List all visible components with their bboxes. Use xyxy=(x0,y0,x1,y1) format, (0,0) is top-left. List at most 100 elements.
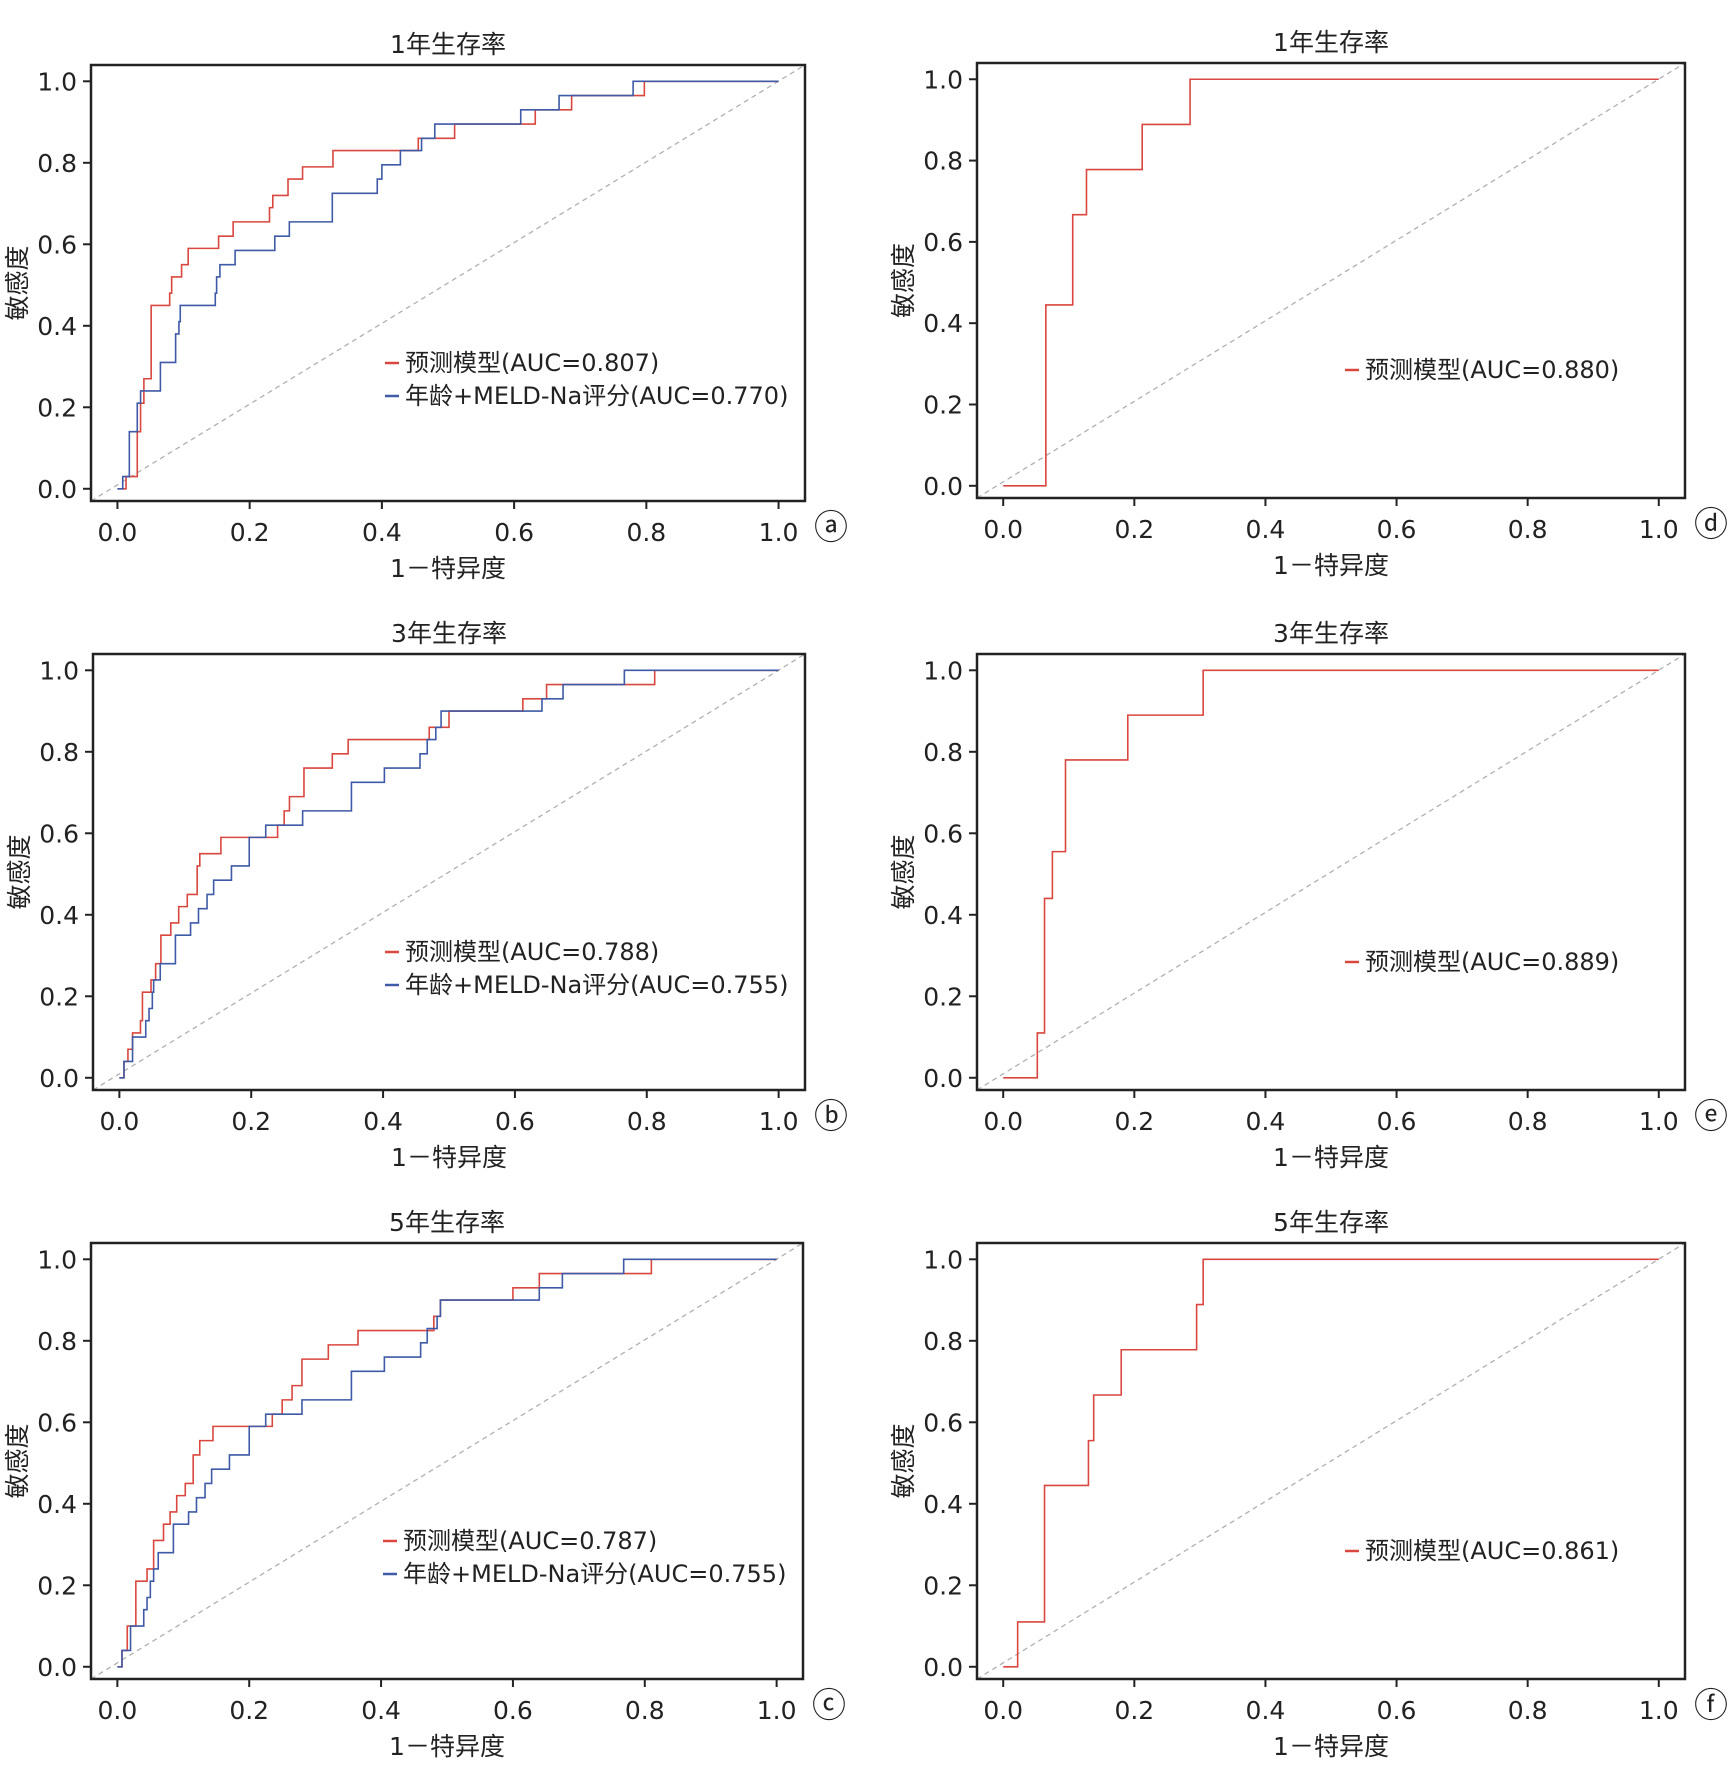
legend: 预测模型(AUC=0.889) xyxy=(1345,948,1619,976)
roc-panel-a: 1年生存率 0.0 0.2 0.4 0.6 0.8 1.0 0.0 0.2 0.4 0.6 0.8 1.… xyxy=(3,30,848,583)
x-axis-label: 1－特异度 xyxy=(389,1732,505,1761)
y-tick-label: 0.6 xyxy=(39,819,79,848)
roc-panel-d: 1年生存率 0.0 0.2 0.4 0.6 0.8 1.0 0.0 0.2 0.4 0.6 0.8 1.… xyxy=(889,28,1728,580)
roc-curve-meld xyxy=(117,1258,777,1668)
y-axis-label: 敏感度 xyxy=(889,834,918,909)
diagonal-reference-line xyxy=(90,64,806,502)
y-axis-label: 敏感度 xyxy=(5,834,34,909)
x-tick-label: 0.4 xyxy=(1246,1107,1286,1136)
x-axis-label: 1－特异度 xyxy=(1273,551,1389,580)
x-axis-label: 1－特异度 xyxy=(1273,1732,1389,1761)
y-axis-label: 敏感度 xyxy=(889,1423,918,1498)
panel-title: 1年生存率 xyxy=(1273,28,1389,57)
x-tick-label: 0.8 xyxy=(1508,1107,1548,1136)
x-tick-label: 0.6 xyxy=(1377,1107,1417,1136)
y-tick-label: 0.8 xyxy=(37,1327,77,1356)
legend-entry: 预测模型(AUC=0.807) xyxy=(405,349,659,377)
roc-curve-meld xyxy=(119,669,779,1079)
y-axis-label: 敏感度 xyxy=(3,245,32,320)
y-tick-label: 0.2 xyxy=(923,390,963,419)
y-tick-label: 0.6 xyxy=(37,1408,77,1437)
legend-entry: 预测模型(AUC=0.787) xyxy=(403,1527,657,1555)
y-tick-label: 0.0 xyxy=(923,1064,963,1093)
diagonal-reference-line xyxy=(92,653,806,1091)
y-axis-label: 敏感度 xyxy=(889,243,918,318)
y-tick-label: 0.4 xyxy=(923,309,963,338)
x-tick-label: 0.4 xyxy=(1246,1696,1286,1725)
y-axis-label: 敏感度 xyxy=(3,1423,32,1498)
y-tick-label: 0.0 xyxy=(37,1653,77,1682)
x-tick-label: 1.0 xyxy=(1639,1107,1679,1136)
y-tick-label: 0.6 xyxy=(37,230,77,259)
x-tick-label: 0.8 xyxy=(627,1107,667,1136)
diagonal-reference-line xyxy=(976,653,1686,1091)
x-tick-label: 0.6 xyxy=(493,1696,533,1725)
x-tick-label: 1.0 xyxy=(757,1696,797,1725)
y-tick-label: 1.0 xyxy=(923,1245,963,1274)
panel-title: 3年生存率 xyxy=(1273,619,1389,648)
x-tick-label: 0.2 xyxy=(230,518,270,547)
x-tick-label: 0.8 xyxy=(625,1696,665,1725)
plot-frame xyxy=(975,652,1687,1092)
y-tick-label: 1.0 xyxy=(39,656,79,685)
y-tick-label: 0.2 xyxy=(923,982,963,1011)
y-tick-label: 0.6 xyxy=(923,819,963,848)
legend-entry: 预测模型(AUC=0.788) xyxy=(405,938,659,966)
x-tick-label: 0.0 xyxy=(98,518,138,547)
y-tick-label: 1.0 xyxy=(37,67,77,96)
x-tick-label: 0.6 xyxy=(495,1107,535,1136)
panel-letter: ⓕ xyxy=(1694,1686,1728,1726)
legend: 预测模型(AUC=0.788) 年龄+MELD-Na评分(AUC=0.755) xyxy=(385,938,788,999)
x-tick-label: 0.2 xyxy=(229,1696,269,1725)
panel-letter: ⓑ xyxy=(814,1097,848,1137)
legend: 预测模型(AUC=0.787) 年龄+MELD-Na评分(AUC=0.755) xyxy=(383,1527,786,1588)
x-tick-label: 1.0 xyxy=(759,1107,799,1136)
y-tick-label: 0.6 xyxy=(923,228,963,257)
y-tick-label: 0.4 xyxy=(923,1490,963,1519)
diagonal-reference-line xyxy=(90,1242,804,1680)
y-tick-label: 0.2 xyxy=(923,1571,963,1600)
y-tick-label: 0.4 xyxy=(37,1490,77,1519)
y-tick-label: 0.8 xyxy=(923,738,963,767)
panel-letter: ⓓ xyxy=(1694,505,1728,545)
y-tick-label: 0.2 xyxy=(37,1571,77,1600)
y-tick-label: 0.0 xyxy=(39,1064,79,1093)
y-tick-label: 0.4 xyxy=(37,312,77,341)
x-tick-label: 0.8 xyxy=(1508,1696,1548,1725)
plot-frame xyxy=(975,1241,1687,1681)
plot-frame xyxy=(975,61,1687,500)
x-tick-label: 0.4 xyxy=(363,1107,403,1136)
roc-panel-e: 3年生存率 0.0 0.2 0.4 0.6 0.8 1.0 0.0 0.2 0.4 0.6 0.8 1.… xyxy=(889,619,1728,1172)
x-tick-label: 0.0 xyxy=(983,515,1023,544)
panel-letter: ⓐ xyxy=(814,508,848,548)
x-tick-label: 0.6 xyxy=(494,518,534,547)
legend-entry: 年龄+MELD-Na评分(AUC=0.755) xyxy=(403,1560,786,1588)
y-tick-label: 0.0 xyxy=(923,1653,963,1682)
legend-entry: 预测模型(AUC=0.861) xyxy=(1365,1537,1619,1565)
y-tick-label: 0.8 xyxy=(37,149,77,178)
panel-letter: ⓒ xyxy=(812,1686,846,1726)
plot-frame xyxy=(89,63,807,503)
legend: 预测模型(AUC=0.807) 年龄+MELD-Na评分(AUC=0.770) xyxy=(385,349,788,410)
legend: 预测模型(AUC=0.861) xyxy=(1345,1537,1619,1565)
roc-curve-model xyxy=(1003,1258,1659,1668)
roc-panel-f: 5年生存率 0.0 0.2 0.4 0.6 0.8 1.0 0.0 0.2 0.4 0.6 0.8 1.… xyxy=(889,1208,1728,1761)
x-tick-label: 0.8 xyxy=(626,518,666,547)
x-tick-label: 0.2 xyxy=(1114,1696,1154,1725)
y-tick-label: 0.4 xyxy=(39,901,79,930)
x-tick-label: 0.0 xyxy=(983,1107,1023,1136)
roc-curve-meld xyxy=(117,80,779,490)
x-tick-label: 0.0 xyxy=(97,1696,137,1725)
x-tick-label: 0.2 xyxy=(1114,1107,1154,1136)
y-tick-label: 0.8 xyxy=(39,738,79,767)
y-tick-label: 0.4 xyxy=(923,901,963,930)
y-tick-label: 0.2 xyxy=(37,393,77,422)
y-tick-label: 1.0 xyxy=(37,1245,77,1274)
y-tick-label: 0.0 xyxy=(923,472,963,501)
y-tick-label: 1.0 xyxy=(923,656,963,685)
legend-entry: 预测模型(AUC=0.880) xyxy=(1365,356,1619,384)
roc-panel-b: 3年生存率 0.0 0.2 0.4 0.6 0.8 1.0 0.0 0.2 0.4 0.6 0.8 1.… xyxy=(5,619,848,1172)
x-tick-label: 0.8 xyxy=(1508,515,1548,544)
x-tick-label: 0.4 xyxy=(362,518,402,547)
